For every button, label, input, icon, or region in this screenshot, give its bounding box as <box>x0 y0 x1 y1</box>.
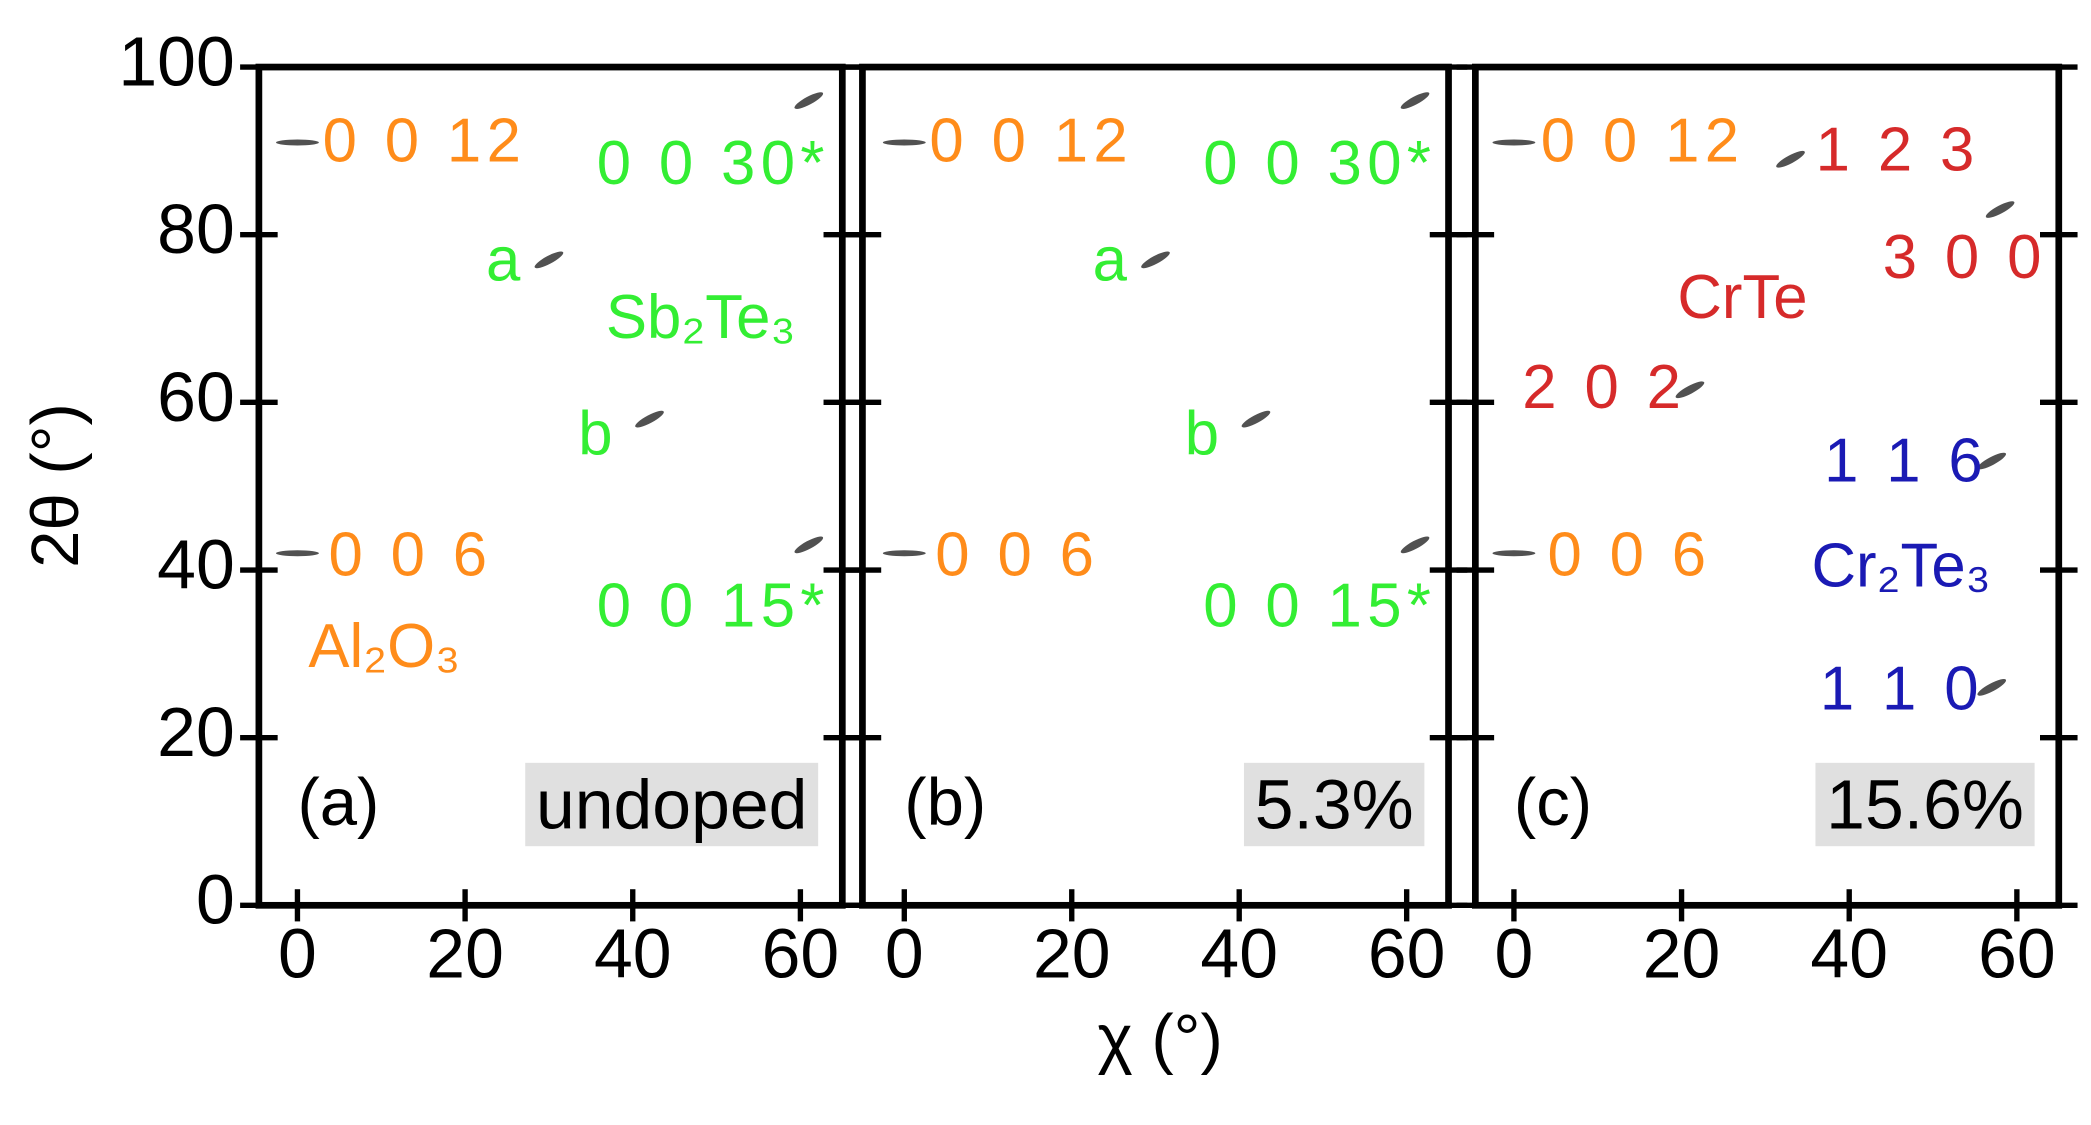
diffraction-spot <box>275 550 319 557</box>
y-tick-label: 20 <box>157 693 235 771</box>
annotation: 1 1 6 <box>1824 427 1988 496</box>
sample-label-box <box>1815 762 2035 847</box>
x-tick-label: 60 <box>1978 914 2056 992</box>
y-tick-label: 40 <box>157 525 235 603</box>
diffraction-spot <box>635 410 664 428</box>
x-tick-label: 40 <box>1200 914 1278 992</box>
annotation: 2 0 2 <box>1522 353 1686 422</box>
annotation: b <box>1185 400 1219 469</box>
annotation: 3 0 0 <box>1883 223 2047 292</box>
diffraction-spot <box>534 251 564 269</box>
x-tick-label: 40 <box>594 914 672 992</box>
annotation: Al₂O₃ <box>308 612 460 681</box>
panel-label: (a) <box>297 765 379 840</box>
annotation: 0 0 12 <box>929 106 1133 175</box>
plot-frame <box>1472 63 2063 909</box>
x-tick-label: 20 <box>1033 914 1111 992</box>
panel-label: (b) <box>904 765 986 840</box>
diffraction-spot <box>1141 251 1170 269</box>
sample-label-box <box>525 762 819 847</box>
annotation: 1 2 3 <box>1816 116 1980 185</box>
x-tick-label: 20 <box>426 914 504 992</box>
annotation: 0 0 6 <box>1547 520 1711 589</box>
annotation: a <box>1093 225 1128 294</box>
y-tick-label: 80 <box>157 190 235 268</box>
x-tick-label: 0 <box>885 914 924 992</box>
diffraction-spot <box>794 536 824 554</box>
diffraction-spot <box>1985 201 2015 218</box>
annotation: 0 0 6 <box>328 520 492 589</box>
sample-label: undoped <box>536 766 807 844</box>
plot-frame <box>859 63 1452 909</box>
diffraction-spot <box>1977 452 2007 470</box>
diffraction-spot <box>794 92 824 109</box>
diffraction-spot <box>275 139 319 146</box>
annotation: Cr₂Te₃ <box>1811 531 1990 600</box>
plot-frame <box>255 63 846 909</box>
annotation: 0 0 6 <box>935 520 1099 589</box>
y-axis-label: 2θ (°) <box>18 403 93 568</box>
y-tick-label: 100 <box>118 22 234 100</box>
annotation: b <box>578 400 612 469</box>
annotation: 0 0 12 <box>323 106 527 175</box>
diffraction-spot <box>1776 150 1805 168</box>
diffraction-spot <box>1675 381 1705 399</box>
diffraction-spot <box>1977 679 2007 696</box>
diffraction-spot <box>1492 550 1536 557</box>
diffraction-spot <box>1400 92 1430 109</box>
diffraction-spot <box>1400 536 1430 554</box>
diffraction-spot <box>1492 139 1536 146</box>
annotation: a <box>486 225 521 294</box>
x-tick-label: 20 <box>1643 914 1721 992</box>
sample-label: 15.6% <box>1826 766 2024 844</box>
annotation: 0 0 12 <box>1541 106 1745 175</box>
annotation: 0 0 30* <box>1203 129 1436 198</box>
annotation: 0 0 15* <box>597 572 830 641</box>
x-tick-label: 60 <box>1368 914 1446 992</box>
annotation: 1 1 0 <box>1820 655 1984 724</box>
annotation: 0 0 15* <box>1203 572 1436 641</box>
x-tick-label: 40 <box>1810 914 1888 992</box>
diffraction-spot <box>882 139 926 146</box>
y-tick-label: 60 <box>157 358 235 436</box>
x-tick-label: 60 <box>762 914 840 992</box>
y-tick-label: 0 <box>196 861 235 939</box>
sample-label-box <box>1243 762 1425 847</box>
panel-label: (c) <box>1514 765 1592 840</box>
x-axis-label: χ (°) <box>1098 1001 1223 1076</box>
x-tick-label: 0 <box>1495 914 1534 992</box>
annotation: 0 0 30* <box>597 129 830 198</box>
x-tick-label: 0 <box>278 914 317 992</box>
annotation: CrTe <box>1677 263 1807 332</box>
diffraction-spot <box>1241 410 1271 428</box>
annotation: Sb₂Te₃ <box>606 283 796 352</box>
sample-label: 5.3% <box>1255 766 1414 844</box>
diffraction-spot <box>882 550 926 557</box>
